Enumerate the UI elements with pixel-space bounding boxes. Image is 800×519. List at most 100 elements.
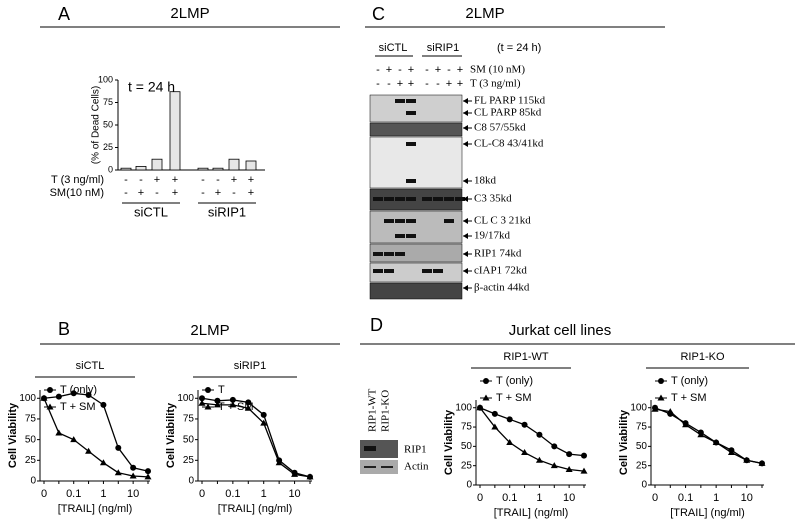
band bbox=[406, 197, 416, 201]
arrow-head bbox=[463, 98, 468, 104]
marker bbox=[491, 423, 499, 430]
marker bbox=[491, 410, 498, 417]
marker bbox=[100, 401, 107, 408]
sign: + bbox=[408, 78, 414, 90]
x-axis-label: [TRAIL] (ng/ml) bbox=[494, 507, 569, 519]
marker bbox=[85, 391, 92, 398]
band bbox=[395, 197, 405, 201]
sign: + bbox=[397, 78, 403, 90]
legend-label: T + SM bbox=[671, 392, 707, 404]
bar bbox=[197, 167, 209, 171]
band bbox=[455, 197, 465, 201]
y-tick-label: 25 bbox=[636, 460, 648, 471]
marker bbox=[727, 449, 735, 456]
group-label: siCTL bbox=[134, 204, 168, 219]
marker bbox=[198, 399, 206, 406]
arrow-head bbox=[463, 268, 468, 274]
row-label: SM(10 nM) bbox=[50, 187, 104, 199]
band-label: RIP1 74kd bbox=[474, 248, 522, 260]
y-axis-label: Cell Viability bbox=[165, 402, 177, 468]
marker bbox=[99, 459, 107, 466]
panel-letter: D bbox=[370, 315, 383, 335]
marker bbox=[130, 464, 137, 471]
band bbox=[364, 446, 376, 451]
x-tick-label: 0 bbox=[477, 492, 483, 504]
band-label: CL PARP 85kd bbox=[474, 107, 542, 119]
sign: - bbox=[376, 78, 380, 90]
y-axis-label: Cell Viability bbox=[618, 409, 630, 475]
marker bbox=[697, 431, 705, 438]
legend-label: T (only) bbox=[496, 375, 533, 387]
legend-label: T + SM bbox=[496, 392, 532, 404]
bar bbox=[120, 167, 132, 171]
panel-letter: B bbox=[58, 319, 70, 339]
chart-title: siRIP1 bbox=[234, 360, 266, 372]
y-tick-label: 50 bbox=[636, 441, 648, 452]
marker bbox=[550, 462, 558, 469]
marker bbox=[712, 439, 720, 445]
group-label: siRIP1 bbox=[208, 204, 246, 219]
y-tick-label: 0 bbox=[188, 476, 194, 487]
band bbox=[373, 269, 383, 273]
marker bbox=[70, 390, 77, 397]
band bbox=[395, 99, 405, 103]
y-tick-label: 75 bbox=[461, 422, 473, 433]
band-label: cIAP1 72kd bbox=[474, 265, 527, 277]
sign: + bbox=[408, 64, 414, 76]
series-line bbox=[201, 402, 311, 478]
sign: + bbox=[172, 187, 178, 199]
sign: - bbox=[124, 174, 128, 186]
band bbox=[406, 234, 416, 238]
x-tick-label: 0 bbox=[41, 488, 47, 500]
x-axis-label: [TRAIL] (ng/ml) bbox=[670, 507, 745, 519]
blot bbox=[369, 122, 463, 137]
blot bbox=[369, 282, 463, 300]
bar bbox=[245, 160, 257, 171]
sign: + bbox=[138, 187, 144, 199]
marker bbox=[506, 416, 513, 423]
band-label: Actin bbox=[404, 461, 429, 473]
chart-title: RIP1-WT bbox=[503, 351, 549, 363]
band bbox=[433, 197, 443, 201]
marker bbox=[476, 404, 484, 411]
lane-label: RIP1-WT bbox=[367, 388, 379, 432]
arrow-head bbox=[463, 233, 468, 239]
marker bbox=[129, 472, 137, 479]
x-tick-label: 0 bbox=[652, 492, 658, 504]
marker bbox=[245, 399, 252, 406]
x-tick-label: 10 bbox=[563, 492, 575, 504]
annotation: t = 24 h bbox=[128, 79, 175, 95]
marker bbox=[229, 396, 236, 403]
x-tick-label: 1 bbox=[100, 488, 106, 500]
panel-title: 2LMP bbox=[190, 322, 229, 339]
band-label: 18kd bbox=[474, 175, 497, 187]
band bbox=[433, 269, 443, 273]
arrow-head bbox=[463, 285, 468, 291]
marker bbox=[213, 401, 221, 408]
marker bbox=[260, 419, 268, 426]
y-tick-label: 100 bbox=[177, 393, 194, 404]
sign: - bbox=[201, 187, 205, 199]
band bbox=[384, 269, 394, 273]
legend-label: T + SM bbox=[218, 401, 254, 413]
y-tick-label: 25 bbox=[103, 142, 113, 152]
band bbox=[444, 219, 454, 223]
row-label: SM (10 nM) bbox=[470, 64, 525, 76]
y-tick-label: 75 bbox=[103, 97, 113, 107]
marker bbox=[114, 469, 122, 476]
marker bbox=[581, 452, 587, 459]
sign: + bbox=[446, 78, 452, 90]
x-tick-label: 10 bbox=[288, 488, 300, 500]
x-tick-label: 1 bbox=[713, 492, 719, 504]
band-label: RIP1 bbox=[404, 444, 427, 456]
x-tick-label: 0.1 bbox=[502, 492, 517, 504]
blot bbox=[369, 243, 463, 263]
band bbox=[406, 179, 416, 183]
y-tick-label: 50 bbox=[103, 119, 113, 129]
marker bbox=[566, 451, 573, 458]
marker bbox=[115, 444, 122, 451]
y-tick-label: 75 bbox=[183, 414, 195, 425]
bar bbox=[169, 91, 181, 171]
y-tick-label: 50 bbox=[461, 441, 473, 452]
